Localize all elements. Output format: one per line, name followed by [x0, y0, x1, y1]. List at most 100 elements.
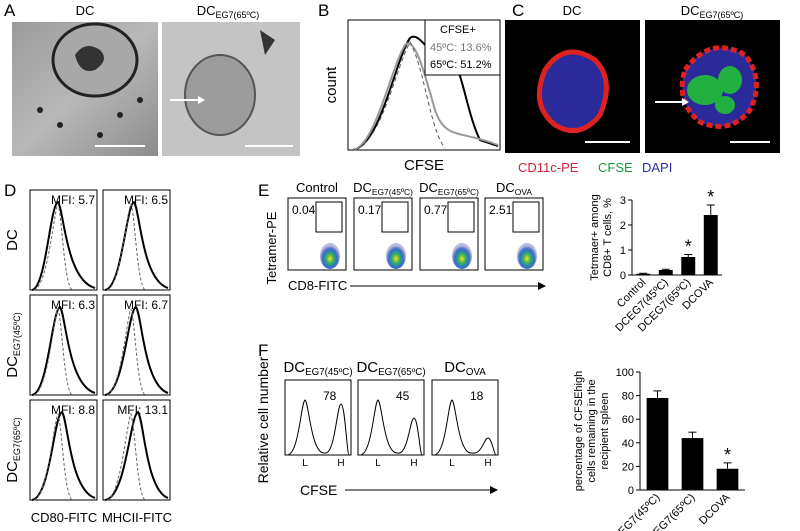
histogram-frame	[29, 294, 98, 396]
mfi-label: MFI: 5.7	[51, 193, 95, 207]
histogram-curve	[104, 410, 169, 501]
y-tick-label: 0	[620, 270, 626, 282]
histogram-curve	[106, 412, 146, 501]
panel-label: B	[318, 1, 329, 20]
mfi-label: MFI: 6.3	[51, 298, 95, 312]
x-label: CD8-FITC	[288, 278, 347, 293]
mfi-label: MFI: 8.8	[51, 403, 95, 417]
panel-label: E	[258, 181, 269, 200]
histogram-frame	[347, 19, 501, 151]
legend-box	[424, 19, 501, 76]
histogram-curve	[104, 200, 169, 291]
image-title: DCEG7(65ºC)	[197, 3, 260, 20]
bar	[703, 215, 718, 275]
histogram-frame	[431, 379, 499, 456]
y-tick-label: 3	[620, 195, 626, 207]
histogram-frame	[102, 189, 171, 291]
channel-label: DAPI	[642, 160, 672, 175]
image-title: DC	[76, 3, 95, 18]
row-label: DCEG7(45ºC)	[4, 312, 22, 377]
panel-label: F	[258, 341, 268, 360]
phagosome	[184, 54, 256, 136]
histogram-frame	[357, 379, 425, 456]
mfi-label: MFI: 13.1	[117, 403, 168, 417]
panel-label: A	[4, 1, 16, 20]
flow-plot-frame	[419, 197, 479, 271]
bar	[646, 397, 669, 490]
percentage: 45	[396, 389, 410, 403]
significance: *	[724, 445, 731, 465]
histogram-frame	[29, 189, 98, 291]
y-tick-label: 2	[620, 220, 626, 232]
y-label: percentage of CFSEhigh	[573, 371, 585, 491]
histogram-curve	[286, 399, 350, 456]
cell-population	[452, 243, 472, 269]
histogram-curve	[433, 399, 497, 456]
gate-value: 0.17	[358, 203, 382, 217]
legend-title: CFSE+	[440, 24, 476, 36]
histogram-curve	[104, 305, 169, 396]
gate-label: H	[484, 458, 491, 469]
plot-title: DCEG7(65ºC)	[419, 180, 479, 197]
bar	[658, 270, 673, 275]
percentage: 18	[470, 389, 484, 403]
plot-title: DCOVA	[496, 180, 532, 197]
legend-entry: 45ºC: 13.6%	[430, 42, 492, 54]
y-label: Relative cell number	[255, 356, 271, 483]
gate-value: 0.04	[292, 203, 316, 217]
x-tick-label: DCOVA	[697, 491, 733, 527]
cell-population	[517, 243, 537, 269]
channel-label: CFSE	[598, 160, 633, 175]
histogram-frame	[102, 294, 171, 396]
gate-label: L	[375, 458, 381, 469]
histogram-curve	[359, 399, 423, 456]
histogram-frame	[284, 379, 352, 456]
y-tick-label: 80	[622, 391, 634, 403]
bar	[681, 257, 696, 275]
gate	[381, 201, 409, 233]
y-label: CD8+ T cells, %	[602, 198, 614, 277]
histogram-curve	[106, 202, 146, 291]
y-label: Tetramer-PE	[264, 211, 279, 284]
channel-label: CD11c-PE	[518, 160, 579, 175]
bar	[716, 468, 739, 490]
gate	[447, 201, 475, 233]
y-tick-label: 0	[628, 485, 634, 497]
histogram-curve	[106, 307, 146, 396]
flow-plot-frame	[484, 197, 544, 271]
histogram-curve	[33, 202, 73, 291]
panel-label: C	[512, 1, 524, 20]
bar	[681, 438, 704, 490]
x-tick-label: DCEG7(45ºC)	[605, 492, 663, 531]
y-tick-label: 1	[620, 245, 626, 257]
histogram-frame	[29, 399, 98, 501]
y-label: recipient spleen	[599, 392, 611, 469]
column-label: MHCII-FITC	[102, 510, 172, 525]
flow-plot-frame	[353, 197, 413, 271]
arrowhead	[538, 282, 546, 290]
mfi-label: MFI: 6.7	[124, 298, 168, 312]
percentage: 78	[323, 389, 337, 403]
nucleolus	[75, 46, 104, 71]
image-title: DCEG7(65ºC)	[681, 3, 744, 20]
x-label: CFSE	[404, 157, 444, 174]
bar	[636, 273, 651, 275]
histogram-curve	[31, 200, 96, 291]
flow-plot-frame	[287, 197, 347, 271]
column-label: CD80-FITC	[31, 510, 97, 525]
panel-label: D	[4, 181, 16, 200]
legend-entry: 65ºC: 51.2%	[430, 59, 492, 71]
plot-title: DCEG7(45ºC)	[283, 359, 352, 378]
gate-label: H	[337, 458, 344, 469]
cell	[536, 49, 609, 134]
arrowhead	[490, 486, 498, 494]
gate-label: L	[302, 458, 308, 469]
plot-title: DCEG7(45ºC)	[353, 180, 413, 197]
y-tick-label: 60	[622, 414, 634, 426]
y-label: count	[323, 66, 340, 104]
cell-population	[320, 243, 340, 269]
gate-value: 0.77	[424, 203, 448, 217]
row-label: DCEG7(65ºC)	[4, 417, 22, 482]
histogram-frame	[102, 399, 171, 501]
